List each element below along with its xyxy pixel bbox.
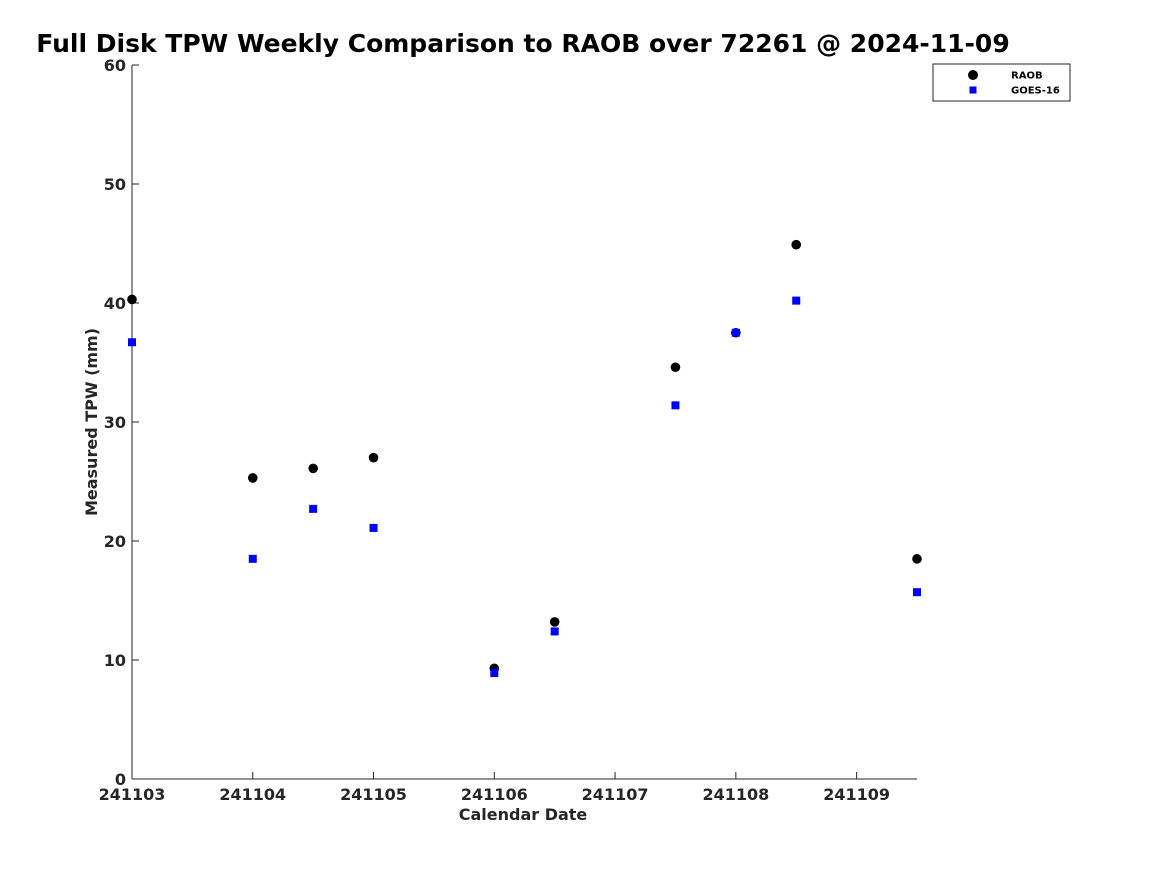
goes16-point [128, 338, 136, 347]
y-tick-label: 60 [104, 56, 126, 75]
goes16-point [490, 669, 499, 678]
raob-point [791, 239, 802, 250]
x-tick-label: 241106 [461, 785, 528, 804]
chart-title: Full Disk TPW Weekly Comparison to RAOB … [36, 29, 1009, 58]
goes16-point [309, 504, 318, 513]
x-tick-label: 241107 [582, 785, 649, 804]
y-tick-label: 50 [104, 175, 126, 194]
goes16-point [913, 588, 921, 597]
x-tick-label: 241104 [219, 785, 286, 804]
goes16-point [248, 554, 257, 563]
y-tick-label: 0 [115, 770, 126, 789]
legend-raob-marker [968, 70, 978, 80]
legend-label: RAOB [1011, 71, 1043, 82]
y-tick-label: 10 [104, 651, 126, 670]
x-tick-label: 241103 [99, 785, 166, 804]
raob-point [670, 362, 681, 373]
raob-point [308, 463, 318, 474]
raob-point [912, 554, 922, 564]
y-axis-label: Measured TPW (mm) [82, 328, 101, 516]
y-tick-label: 20 [104, 532, 126, 551]
goes16-point [792, 296, 801, 305]
x-tick-label: 241105 [340, 785, 407, 804]
raob-point [127, 294, 137, 305]
raob-point [368, 452, 379, 463]
legend: RAOB GOES-16 [932, 63, 1071, 102]
data-marks [127, 239, 922, 678]
goes16-point [550, 627, 559, 636]
legend-goes16-marker [969, 86, 977, 94]
y-tick-label: 30 [104, 413, 126, 432]
x-axis-label: Calendar Date [459, 805, 588, 824]
goes16-point [369, 523, 378, 532]
raob-point [247, 473, 258, 483]
raob-point [549, 617, 560, 627]
legend-label: GOES-16 [1011, 86, 1060, 97]
y-tick-label: 40 [104, 294, 126, 313]
x-tick-label: 241109 [823, 785, 890, 804]
goes16-point [731, 328, 740, 337]
axes: 0 10 20 30 40 50 60 241103 241104 241105 241106 241… [99, 56, 917, 804]
goes16-point [671, 401, 680, 410]
x-tick-label: 241108 [702, 785, 769, 804]
legend-box [932, 63, 1071, 102]
